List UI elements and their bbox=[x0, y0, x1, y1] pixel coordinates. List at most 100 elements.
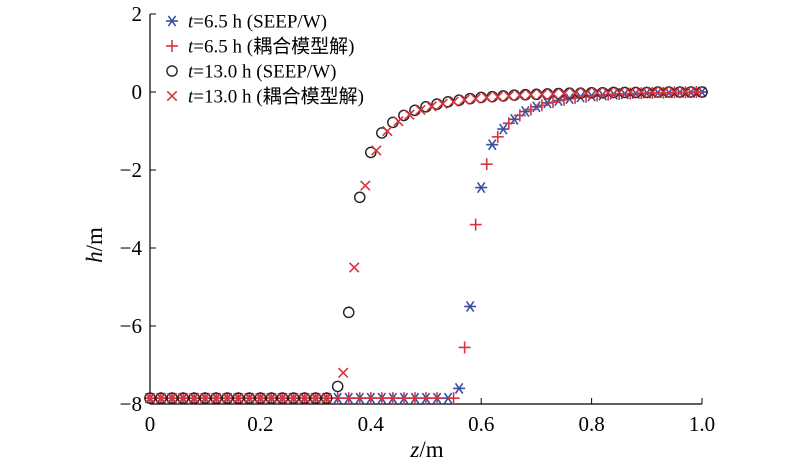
data-point bbox=[547, 88, 559, 100]
x-tick-label: 0.8 bbox=[578, 412, 604, 436]
data-point bbox=[408, 392, 421, 405]
legend-label-rest: =13.0 h (SEEP/W) bbox=[193, 62, 336, 83]
data-point bbox=[404, 109, 415, 120]
data-point bbox=[288, 392, 299, 404]
series-3 bbox=[144, 86, 708, 404]
data-point bbox=[375, 392, 388, 405]
legend-item: t=13.0 h (SEEP/W) bbox=[166, 62, 336, 83]
data-point bbox=[353, 191, 366, 204]
data-point bbox=[535, 99, 548, 112]
data-point bbox=[221, 392, 234, 404]
data-point bbox=[546, 96, 559, 109]
data-point bbox=[188, 392, 200, 404]
legend-label-rest: =6.5 h (耦合模型解) bbox=[193, 36, 354, 58]
data-point bbox=[426, 101, 437, 112]
data-point bbox=[166, 392, 178, 404]
data-point bbox=[265, 392, 278, 404]
data-point bbox=[618, 86, 631, 99]
data-point bbox=[331, 380, 344, 393]
data-point bbox=[437, 98, 448, 109]
legend-label: t=13.0 h (耦合模型解) bbox=[188, 86, 364, 108]
data-point bbox=[321, 392, 332, 404]
data-point bbox=[364, 392, 377, 405]
data-point bbox=[680, 86, 691, 98]
x-tick-label: 0 bbox=[145, 412, 156, 436]
data-point bbox=[210, 392, 222, 404]
data-point bbox=[232, 392, 245, 404]
y-tick-label: −4 bbox=[120, 236, 143, 260]
data-point bbox=[266, 392, 277, 404]
data-point bbox=[254, 392, 267, 404]
legend-label: t=13.0 h (SEEP/W) bbox=[188, 62, 336, 83]
data-point bbox=[382, 125, 393, 137]
data-point bbox=[530, 88, 543, 101]
data-point bbox=[177, 392, 189, 404]
legend: t=6.5 h (SEEP/W)t=6.5 h (耦合模型解)t=13.0 h … bbox=[166, 12, 364, 108]
series-4 bbox=[144, 86, 702, 404]
data-point bbox=[497, 123, 510, 135]
data-point bbox=[431, 392, 444, 405]
y-tick-label: −8 bbox=[120, 392, 142, 416]
data-point bbox=[415, 104, 426, 116]
data-point bbox=[243, 392, 256, 404]
data-point bbox=[536, 89, 548, 100]
data-point bbox=[420, 101, 432, 113]
legend-marker bbox=[166, 40, 178, 52]
legend-item: t=13.0 h (耦合模型解) bbox=[166, 86, 364, 108]
data-point bbox=[155, 392, 167, 404]
y-tick-label: 0 bbox=[132, 80, 143, 104]
data-point bbox=[558, 93, 570, 106]
data-point bbox=[353, 392, 366, 405]
data-point bbox=[320, 392, 333, 404]
data-point bbox=[376, 127, 388, 139]
data-point bbox=[409, 104, 421, 117]
legend-label-variable: t bbox=[188, 37, 194, 58]
data-point bbox=[636, 87, 647, 98]
data-marks-group bbox=[144, 86, 708, 405]
data-point bbox=[458, 341, 471, 354]
data-point bbox=[602, 87, 614, 99]
data-point bbox=[563, 87, 576, 99]
data-point bbox=[348, 262, 360, 273]
data-point bbox=[591, 87, 603, 99]
data-point bbox=[459, 94, 470, 106]
data-point bbox=[447, 392, 460, 405]
data-point bbox=[360, 180, 371, 191]
data-point bbox=[331, 392, 344, 405]
data-point bbox=[530, 101, 543, 113]
axis-label-unit: /m bbox=[419, 437, 443, 462]
data-point bbox=[513, 109, 526, 122]
legend-marker bbox=[166, 65, 178, 77]
x-tick-label: 0.6 bbox=[468, 412, 494, 436]
data-point bbox=[364, 146, 377, 159]
data-point bbox=[525, 89, 537, 100]
legend-label-variable: t bbox=[188, 62, 194, 83]
legend-label-variable: t bbox=[188, 87, 194, 108]
axis-label-unit: /m bbox=[82, 227, 107, 251]
data-point bbox=[469, 218, 482, 231]
data-point bbox=[222, 392, 233, 404]
data-point bbox=[541, 88, 554, 100]
data-point bbox=[470, 93, 481, 104]
data-point bbox=[386, 392, 399, 405]
data-point bbox=[199, 392, 211, 404]
data-point bbox=[199, 392, 211, 404]
legend-marker bbox=[166, 90, 178, 102]
legend-label-variable: t bbox=[188, 12, 194, 33]
data-point bbox=[177, 392, 189, 404]
data-point bbox=[569, 87, 581, 99]
data-point bbox=[558, 88, 570, 99]
data-point bbox=[647, 87, 658, 98]
data-point bbox=[287, 392, 300, 404]
legend-label-rest: =6.5 h (SEEP/W) bbox=[193, 12, 327, 33]
data-point bbox=[480, 158, 493, 171]
data-point bbox=[602, 88, 615, 101]
data-point bbox=[310, 392, 321, 404]
data-point bbox=[519, 88, 532, 101]
data-point bbox=[233, 392, 244, 404]
data-point bbox=[255, 392, 266, 404]
data-point bbox=[276, 392, 289, 404]
legend-item: t=6.5 h (耦合模型解) bbox=[166, 36, 354, 58]
data-point bbox=[503, 90, 515, 102]
